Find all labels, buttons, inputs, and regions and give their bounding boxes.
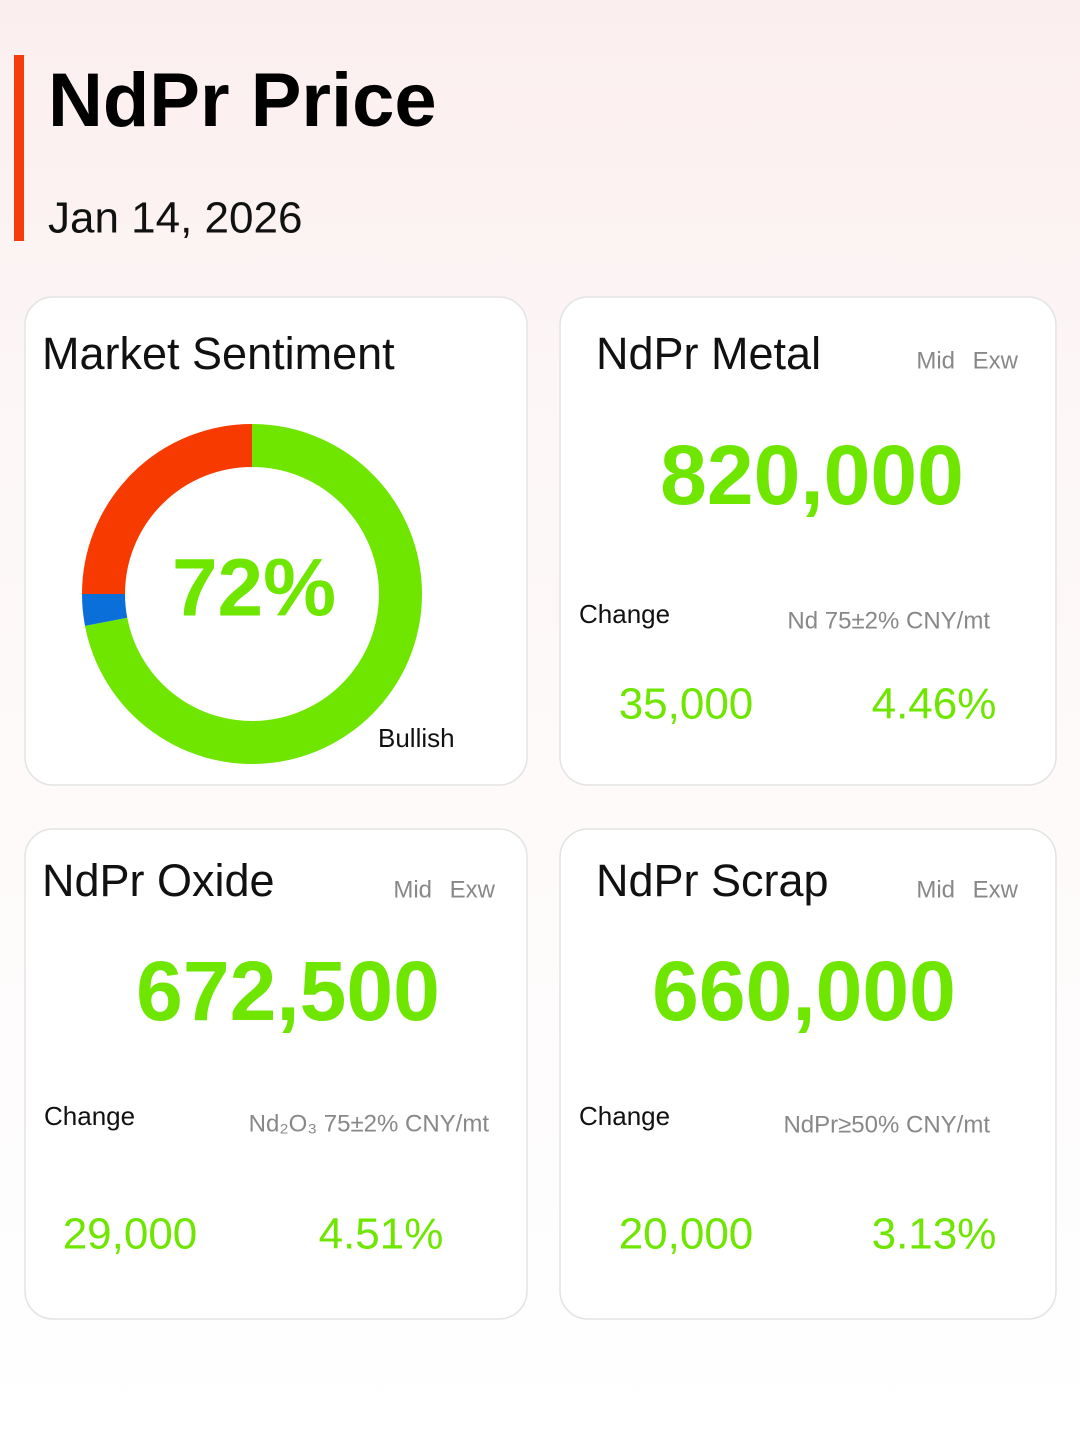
- card-title: Market Sentiment: [42, 328, 395, 379]
- change-pct: 3.13%: [872, 1210, 997, 1259]
- change: 20,000: [619, 1210, 754, 1259]
- page-title: NdPr Price: [48, 58, 437, 143]
- change: 35,000: [619, 680, 754, 729]
- change-label: Change: [44, 1101, 135, 1131]
- donut-segment: [82, 424, 253, 595]
- donut-segment: [82, 593, 128, 626]
- price: 820,000: [660, 428, 964, 522]
- tag: Exw: [973, 347, 1019, 374]
- change-label: Change: [579, 599, 670, 629]
- card: [24, 828, 528, 1320]
- card-title: NdPr Metal: [596, 328, 821, 379]
- price: 660,000: [652, 944, 956, 1038]
- change-pct: 4.51%: [319, 1210, 444, 1259]
- tag: Exw: [450, 876, 496, 903]
- spec: Nd₂O₃ 75±2% CNY/mt: [249, 1110, 490, 1137]
- segment-label: Bullish: [378, 723, 455, 753]
- change: 29,000: [63, 1210, 198, 1259]
- date: Jan 14, 2026: [48, 194, 302, 243]
- spec: NdPr≥50% CNY/mt: [783, 1111, 990, 1138]
- price: 672,500: [136, 944, 440, 1038]
- change-label: Change: [579, 1101, 670, 1131]
- tag: Exw: [973, 876, 1019, 903]
- card-title: NdPr Scrap: [596, 855, 829, 906]
- spec: Nd 75±2% CNY/mt: [787, 607, 990, 634]
- card-title: NdPr Oxide: [42, 855, 275, 906]
- donut: [82, 424, 422, 764]
- card: [559, 296, 1057, 786]
- accent-bar: [14, 55, 24, 241]
- tag: Mid: [393, 876, 432, 903]
- card: [559, 828, 1057, 1320]
- donut-segment: [85, 424, 422, 764]
- tag: Mid: [916, 347, 955, 374]
- change-pct: 4.46%: [872, 680, 997, 729]
- sentiment-value: 72%: [172, 543, 336, 634]
- tag: Mid: [916, 876, 955, 903]
